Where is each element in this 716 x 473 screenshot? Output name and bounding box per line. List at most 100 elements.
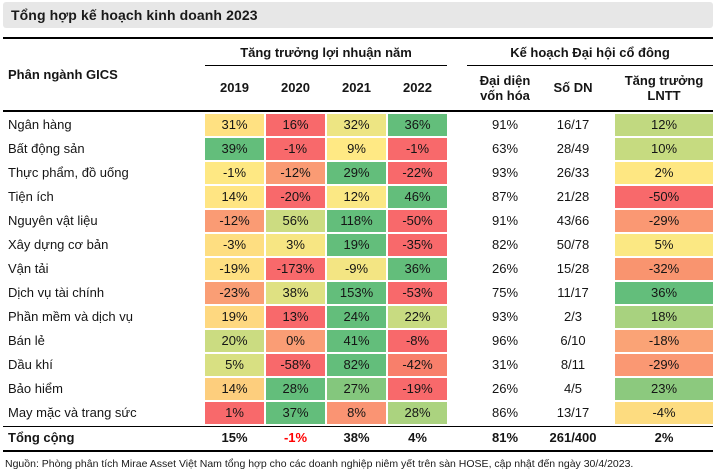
table-row: Phần mềm và dịch vụ 19% 13% 24% 22% 93% 2/3 18%	[3, 305, 713, 328]
column-gap	[449, 306, 465, 328]
column-gap	[449, 378, 465, 400]
market-cap-cell: 93%	[491, 164, 519, 180]
growth-cell: 32%	[327, 113, 386, 136]
row-header-label: Phân ngành GICS	[8, 66, 118, 82]
growth-cell: 14%	[205, 377, 264, 400]
row-label: Tiện ích	[8, 188, 54, 204]
table-row: Bảo hiểm 14% 28% 27% -19% 26% 4/5 23%	[3, 377, 713, 400]
growth-cell: -1%	[266, 137, 325, 160]
table-row: Nguyên vật liệu -12% 56% 118% -50% 91% 43/66 -2…	[3, 209, 713, 232]
market-cap-cell: 82%	[491, 236, 519, 252]
lntt-growth-cell: -18%	[615, 329, 713, 352]
table-row: Dầu khí 5% -58% 82% -42% 31% 8/11 -29%	[3, 353, 713, 376]
table-body: Ngân hàng 31% 16% 32% 36% 91% 16/17 12% Bất động…	[3, 113, 713, 424]
lntt-growth-cell: -29%	[615, 209, 713, 232]
growth-cell: -50%	[388, 209, 447, 232]
company-count-cell: 50/78	[556, 236, 590, 252]
growth-cell: -19%	[205, 257, 264, 280]
lntt-growth-cell: 12%	[615, 113, 713, 136]
column-gap	[603, 378, 613, 400]
column-gap	[449, 402, 465, 424]
table-row: Tiện ích 14% -20% 12% 46% 87% 21/28 -50%	[3, 185, 713, 208]
column-header-company-count: Số DN	[553, 80, 593, 96]
growth-cell: 12%	[327, 185, 386, 208]
row-label: Nguyên vật liệu	[8, 212, 98, 228]
growth-cell: 19%	[205, 305, 264, 328]
table-total-row: Tổng cộng 15% -1% 38% 4% 81% 261/400 2%	[3, 425, 713, 452]
growth-cell: 16%	[266, 113, 325, 136]
growth-cell: 29%	[327, 161, 386, 184]
market-cap-cell: 86%	[491, 404, 519, 420]
column-gap	[449, 138, 465, 160]
column-header-2022: 2022	[403, 80, 432, 96]
column-gap	[449, 114, 465, 136]
column-gap	[603, 330, 613, 352]
column-gap	[603, 138, 613, 160]
source-note: Nguồn: Phòng phân tích Mirae Asset Việt …	[5, 457, 634, 470]
market-cap-cell: 63%	[491, 140, 519, 156]
growth-cell: 8%	[327, 401, 386, 424]
company-count-cell: 4/5	[563, 380, 583, 396]
column-gap	[603, 162, 613, 184]
table-row: Thực phẩm, đồ uống -1% -12% 29% -22% 93% 26/33…	[3, 161, 713, 184]
market-cap-cell: 91%	[491, 212, 519, 228]
growth-cell: 46%	[388, 185, 447, 208]
company-count-cell: 28/49	[556, 140, 590, 156]
growth-cell: -12%	[205, 209, 264, 232]
growth-cell: 5%	[205, 353, 264, 376]
market-cap-cell: 93%	[491, 308, 519, 324]
growth-cell: 22%	[388, 305, 447, 328]
growth-cell: 20%	[205, 329, 264, 352]
column-gap	[603, 210, 613, 232]
growth-cell: 31%	[205, 113, 264, 136]
market-cap-cell: 75%	[491, 284, 519, 300]
table-row: Bán lẻ 20% 0% 41% -8% 96% 6/10 -18%	[3, 329, 713, 352]
column-gap	[603, 258, 613, 280]
column-header-lntt-growth: Tăng trưởng LNTT	[624, 73, 704, 103]
column-gap	[449, 234, 465, 256]
growth-cell: -35%	[388, 233, 447, 256]
column-gap	[449, 210, 465, 232]
growth-cell: 27%	[327, 377, 386, 400]
growth-cell: -3%	[205, 233, 264, 256]
row-label: Dịch vụ tài chính	[8, 284, 105, 300]
table-row: Xây dựng cơ bản -3% 3% 19% -35% 82% 50/78 5%	[3, 233, 713, 256]
growth-cell: 13%	[266, 305, 325, 328]
total-growth-cell: 4%	[408, 429, 427, 445]
growth-cell: -8%	[388, 329, 447, 352]
column-header-2019: 2019	[220, 80, 249, 96]
growth-cell: 38%	[266, 281, 325, 304]
growth-cell: 39%	[205, 137, 264, 160]
top-divider	[3, 37, 713, 39]
total-lntt-growth-cell: 2%	[654, 429, 674, 445]
total-growth-cell: 38%	[343, 429, 370, 445]
growth-cell: 14%	[205, 185, 264, 208]
column-gap	[603, 114, 613, 136]
lntt-growth-cell: 36%	[615, 281, 713, 304]
row-label: Xây dựng cơ bản	[8, 236, 109, 252]
column-header-2020: 2020	[281, 80, 310, 96]
lntt-growth-cell: 18%	[615, 305, 713, 328]
company-count-cell: 43/66	[556, 212, 590, 228]
row-label: Bảo hiểm	[8, 380, 63, 396]
column-gap	[449, 186, 465, 208]
market-cap-cell: 96%	[491, 332, 519, 348]
lntt-growth-cell: -50%	[615, 185, 713, 208]
total-label: Tổng cộng	[8, 429, 75, 445]
company-count-cell: 8/11	[560, 356, 586, 372]
growth-cell: 3%	[266, 233, 325, 256]
lntt-growth-cell: -4%	[615, 401, 713, 424]
company-count-cell: 6/10	[560, 332, 586, 348]
column-gap	[603, 282, 613, 304]
growth-cell: -23%	[205, 281, 264, 304]
total-growth-cell: 15%	[221, 429, 248, 445]
column-gap	[603, 306, 613, 328]
table-row: Ngân hàng 31% 16% 32% 36% 91% 16/17 12%	[3, 113, 713, 136]
market-cap-cell: 31%	[491, 356, 519, 372]
row-label: Bán lẻ	[8, 332, 45, 348]
column-gap	[449, 162, 465, 184]
growth-cell: 82%	[327, 353, 386, 376]
total-market-cap-cell: 81%	[491, 429, 519, 445]
group-header-agm-plan: Kế hoạch Đại hội cổ đông	[467, 45, 713, 66]
row-label: Vận tải	[8, 260, 49, 276]
